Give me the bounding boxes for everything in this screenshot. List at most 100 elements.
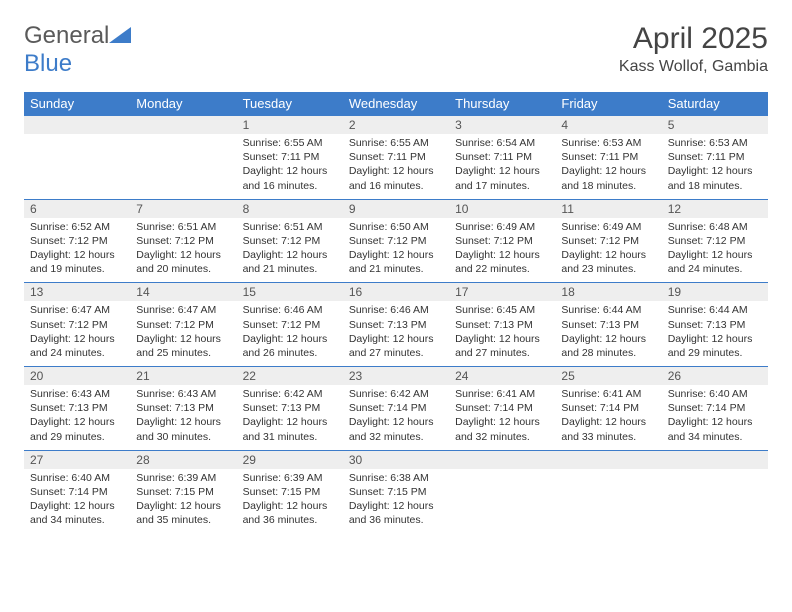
calendar-table: Sunday Monday Tuesday Wednesday Thursday… [24,92,768,533]
day-detail-cell: Sunrise: 6:47 AMSunset: 7:12 PMDaylight:… [130,301,236,366]
day-detail-cell: Sunrise: 6:45 AMSunset: 7:13 PMDaylight:… [449,301,555,366]
day-number-cell: 6 [24,199,130,218]
sunrise-text: Sunrise: 6:41 AM [455,387,549,401]
day-number-cell [130,116,236,135]
day-header: Wednesday [343,92,449,116]
day-detail-cell: Sunrise: 6:54 AMSunset: 7:11 PMDaylight:… [449,134,555,199]
day-detail-cell: Sunrise: 6:41 AMSunset: 7:14 PMDaylight:… [449,385,555,450]
daylight-text-2: and 27 minutes. [349,346,443,360]
day-number-cell: 26 [662,367,768,386]
sunset-text: Sunset: 7:11 PM [561,150,655,164]
day-number-row: 13141516171819 [24,283,768,302]
sunset-text: Sunset: 7:12 PM [561,234,655,248]
sunset-text: Sunset: 7:12 PM [668,234,762,248]
daylight-text-2: and 34 minutes. [668,430,762,444]
daylight-text-2: and 22 minutes. [455,262,549,276]
sunrise-text: Sunrise: 6:54 AM [455,136,549,150]
day-header: Thursday [449,92,555,116]
daylight-text-1: Daylight: 12 hours [668,332,762,346]
day-detail-cell: Sunrise: 6:51 AMSunset: 7:12 PMDaylight:… [237,218,343,283]
daylight-text-2: and 16 minutes. [243,179,337,193]
daylight-text-2: and 31 minutes. [243,430,337,444]
daylight-text-1: Daylight: 12 hours [561,164,655,178]
day-header: Monday [130,92,236,116]
sunrise-text: Sunrise: 6:38 AM [349,471,443,485]
day-detail-cell: Sunrise: 6:44 AMSunset: 7:13 PMDaylight:… [555,301,661,366]
day-number-cell: 20 [24,367,130,386]
daylight-text-2: and 26 minutes. [243,346,337,360]
daylight-text-1: Daylight: 12 hours [243,332,337,346]
day-detail-row: Sunrise: 6:55 AMSunset: 7:11 PMDaylight:… [24,134,768,199]
day-detail-cell: Sunrise: 6:50 AMSunset: 7:12 PMDaylight:… [343,218,449,283]
day-detail-cell: Sunrise: 6:42 AMSunset: 7:13 PMDaylight:… [237,385,343,450]
day-number-cell: 2 [343,116,449,135]
day-detail-cell: Sunrise: 6:53 AMSunset: 7:11 PMDaylight:… [555,134,661,199]
day-number-cell: 29 [237,450,343,469]
daylight-text-2: and 32 minutes. [455,430,549,444]
day-header: Sunday [24,92,130,116]
sunset-text: Sunset: 7:12 PM [136,234,230,248]
daylight-text-1: Daylight: 12 hours [668,248,762,262]
sunset-text: Sunset: 7:13 PM [243,401,337,415]
sunset-text: Sunset: 7:12 PM [243,318,337,332]
day-number-cell [449,450,555,469]
day-detail-cell: Sunrise: 6:43 AMSunset: 7:13 PMDaylight:… [24,385,130,450]
day-number-cell: 5 [662,116,768,135]
day-number-cell [555,450,661,469]
sunrise-text: Sunrise: 6:39 AM [136,471,230,485]
sunrise-text: Sunrise: 6:46 AM [243,303,337,317]
day-detail-cell: Sunrise: 6:53 AMSunset: 7:11 PMDaylight:… [662,134,768,199]
day-detail-cell [555,469,661,534]
daylight-text-1: Daylight: 12 hours [455,248,549,262]
daylight-text-2: and 30 minutes. [136,430,230,444]
daylight-text-1: Daylight: 12 hours [136,415,230,429]
sunset-text: Sunset: 7:15 PM [243,485,337,499]
sunset-text: Sunset: 7:13 PM [30,401,124,415]
day-detail-cell: Sunrise: 6:43 AMSunset: 7:13 PMDaylight:… [130,385,236,450]
day-number-row: 12345 [24,116,768,135]
day-detail-cell: Sunrise: 6:41 AMSunset: 7:14 PMDaylight:… [555,385,661,450]
daylight-text-2: and 17 minutes. [455,179,549,193]
day-detail-cell: Sunrise: 6:40 AMSunset: 7:14 PMDaylight:… [662,385,768,450]
sunset-text: Sunset: 7:14 PM [349,401,443,415]
sunrise-text: Sunrise: 6:40 AM [30,471,124,485]
daylight-text-1: Daylight: 12 hours [455,164,549,178]
sunrise-text: Sunrise: 6:55 AM [349,136,443,150]
daylight-text-2: and 16 minutes. [349,179,443,193]
day-number-cell: 19 [662,283,768,302]
sunset-text: Sunset: 7:11 PM [243,150,337,164]
daylight-text-2: and 25 minutes. [136,346,230,360]
sunset-text: Sunset: 7:12 PM [30,234,124,248]
sunset-text: Sunset: 7:14 PM [30,485,124,499]
day-number-cell: 22 [237,367,343,386]
day-number-cell: 27 [24,450,130,469]
daylight-text-2: and 24 minutes. [30,346,124,360]
daylight-text-2: and 24 minutes. [668,262,762,276]
location-label: Kass Wollof, Gambia [619,58,768,76]
sunset-text: Sunset: 7:13 PM [668,318,762,332]
daylight-text-1: Daylight: 12 hours [30,248,124,262]
daylight-text-2: and 21 minutes. [349,262,443,276]
sunset-text: Sunset: 7:12 PM [30,318,124,332]
day-detail-cell: Sunrise: 6:46 AMSunset: 7:13 PMDaylight:… [343,301,449,366]
title-block: April 2025 Kass Wollof, Gambia [619,22,768,76]
sunrise-text: Sunrise: 6:42 AM [243,387,337,401]
daylight-text-2: and 33 minutes. [561,430,655,444]
day-detail-cell: Sunrise: 6:51 AMSunset: 7:12 PMDaylight:… [130,218,236,283]
sunrise-text: Sunrise: 6:40 AM [668,387,762,401]
daylight-text-2: and 36 minutes. [243,513,337,527]
day-number-cell: 30 [343,450,449,469]
daylight-text-2: and 20 minutes. [136,262,230,276]
sunrise-text: Sunrise: 6:53 AM [561,136,655,150]
logo: GeneralBlue [24,22,131,78]
day-number-row: 20212223242526 [24,367,768,386]
day-number-cell [24,116,130,135]
daylight-text-2: and 32 minutes. [349,430,443,444]
sunrise-text: Sunrise: 6:44 AM [561,303,655,317]
day-detail-cell: Sunrise: 6:49 AMSunset: 7:12 PMDaylight:… [555,218,661,283]
sunrise-text: Sunrise: 6:48 AM [668,220,762,234]
daylight-text-1: Daylight: 12 hours [455,415,549,429]
day-number-cell: 21 [130,367,236,386]
sunrise-text: Sunrise: 6:43 AM [30,387,124,401]
daylight-text-1: Daylight: 12 hours [561,332,655,346]
